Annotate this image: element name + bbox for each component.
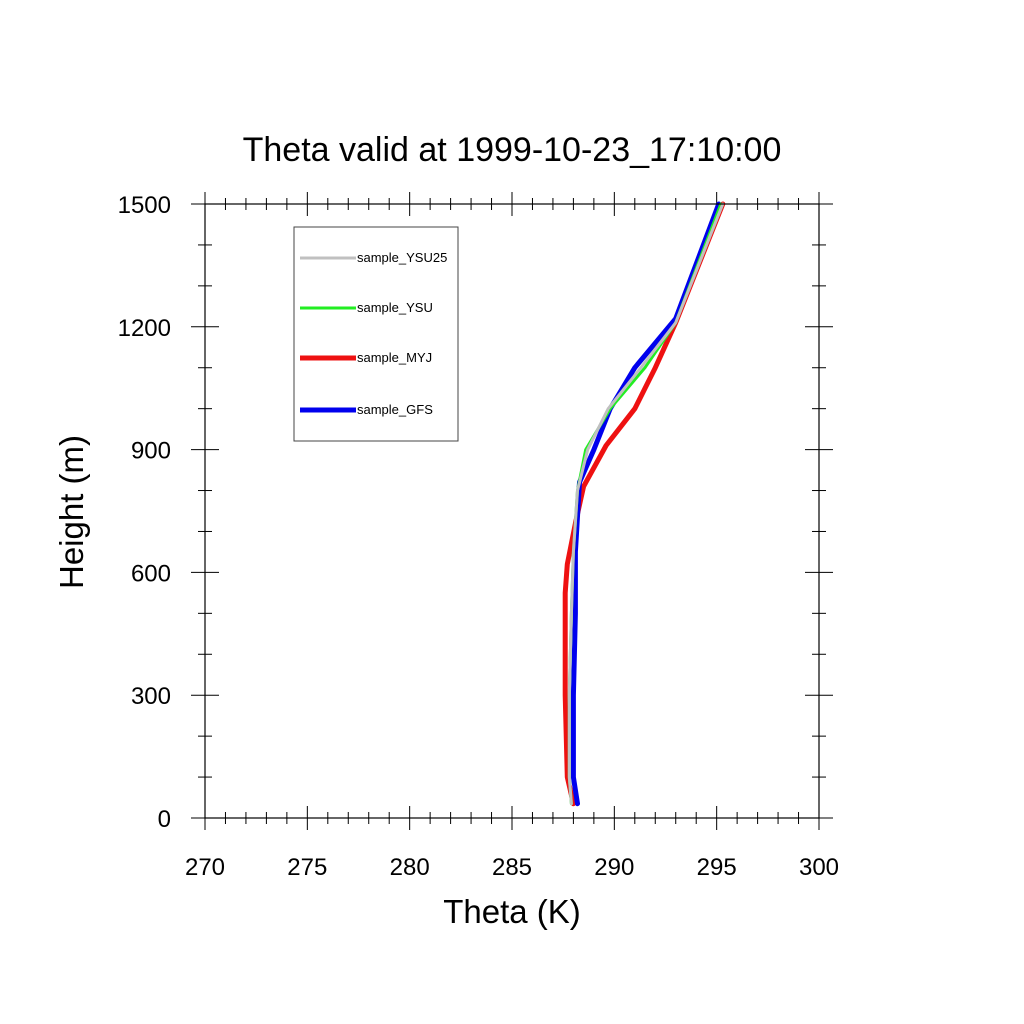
- x-tick-label: 270: [185, 854, 225, 881]
- x-tick-label: 285: [492, 854, 532, 881]
- series-line-sample-ysu25: [567, 202, 725, 806]
- y-tick-label: 600: [131, 560, 171, 587]
- axis-ticks: [191, 192, 833, 830]
- series-line-sample-gfs: [570, 201, 722, 807]
- x-tick-label: 280: [390, 854, 430, 881]
- legend-label: sample_MYJ: [357, 350, 432, 365]
- y-tick-labels: 0 300 600 900 1200 1500: [118, 192, 171, 833]
- plot-frame: [204, 203, 820, 819]
- legend-box: [293, 226, 459, 442]
- y-tick-label: 1500: [118, 192, 171, 219]
- y-axis-label: Height (m): [53, 435, 90, 589]
- x-tick-label: 275: [287, 854, 327, 881]
- legend-label: sample_YSU: [357, 300, 433, 315]
- x-tick-label: 290: [594, 854, 634, 881]
- y-tick-label: 900: [131, 438, 171, 465]
- legend-label: sample_YSU25: [357, 250, 447, 265]
- x-axis-label: Theta (K): [443, 893, 581, 930]
- series-lines: [562, 201, 726, 807]
- x-tick-label: 295: [697, 854, 737, 881]
- y-tick-label: 1200: [118, 315, 171, 342]
- y-tick-label: 0: [158, 806, 171, 833]
- legend: sample_YSU25 sample_YSU sample_MYJ sample_G…: [293, 226, 459, 442]
- x-tick-labels: 270 275 280 285 290 295 300: [185, 854, 839, 881]
- series-line-sample-ysu: [567, 202, 723, 806]
- legend-label: sample_GFS: [357, 402, 433, 417]
- y-tick-label: 300: [131, 683, 171, 710]
- legend-items: sample_YSU25 sample_YSU sample_MYJ sample_G…: [300, 250, 447, 417]
- series-line-sample-myj: [562, 201, 726, 807]
- x-tick-label: 300: [799, 854, 839, 881]
- chart-title: Theta valid at 1999-10-23_17:10:00: [243, 131, 782, 169]
